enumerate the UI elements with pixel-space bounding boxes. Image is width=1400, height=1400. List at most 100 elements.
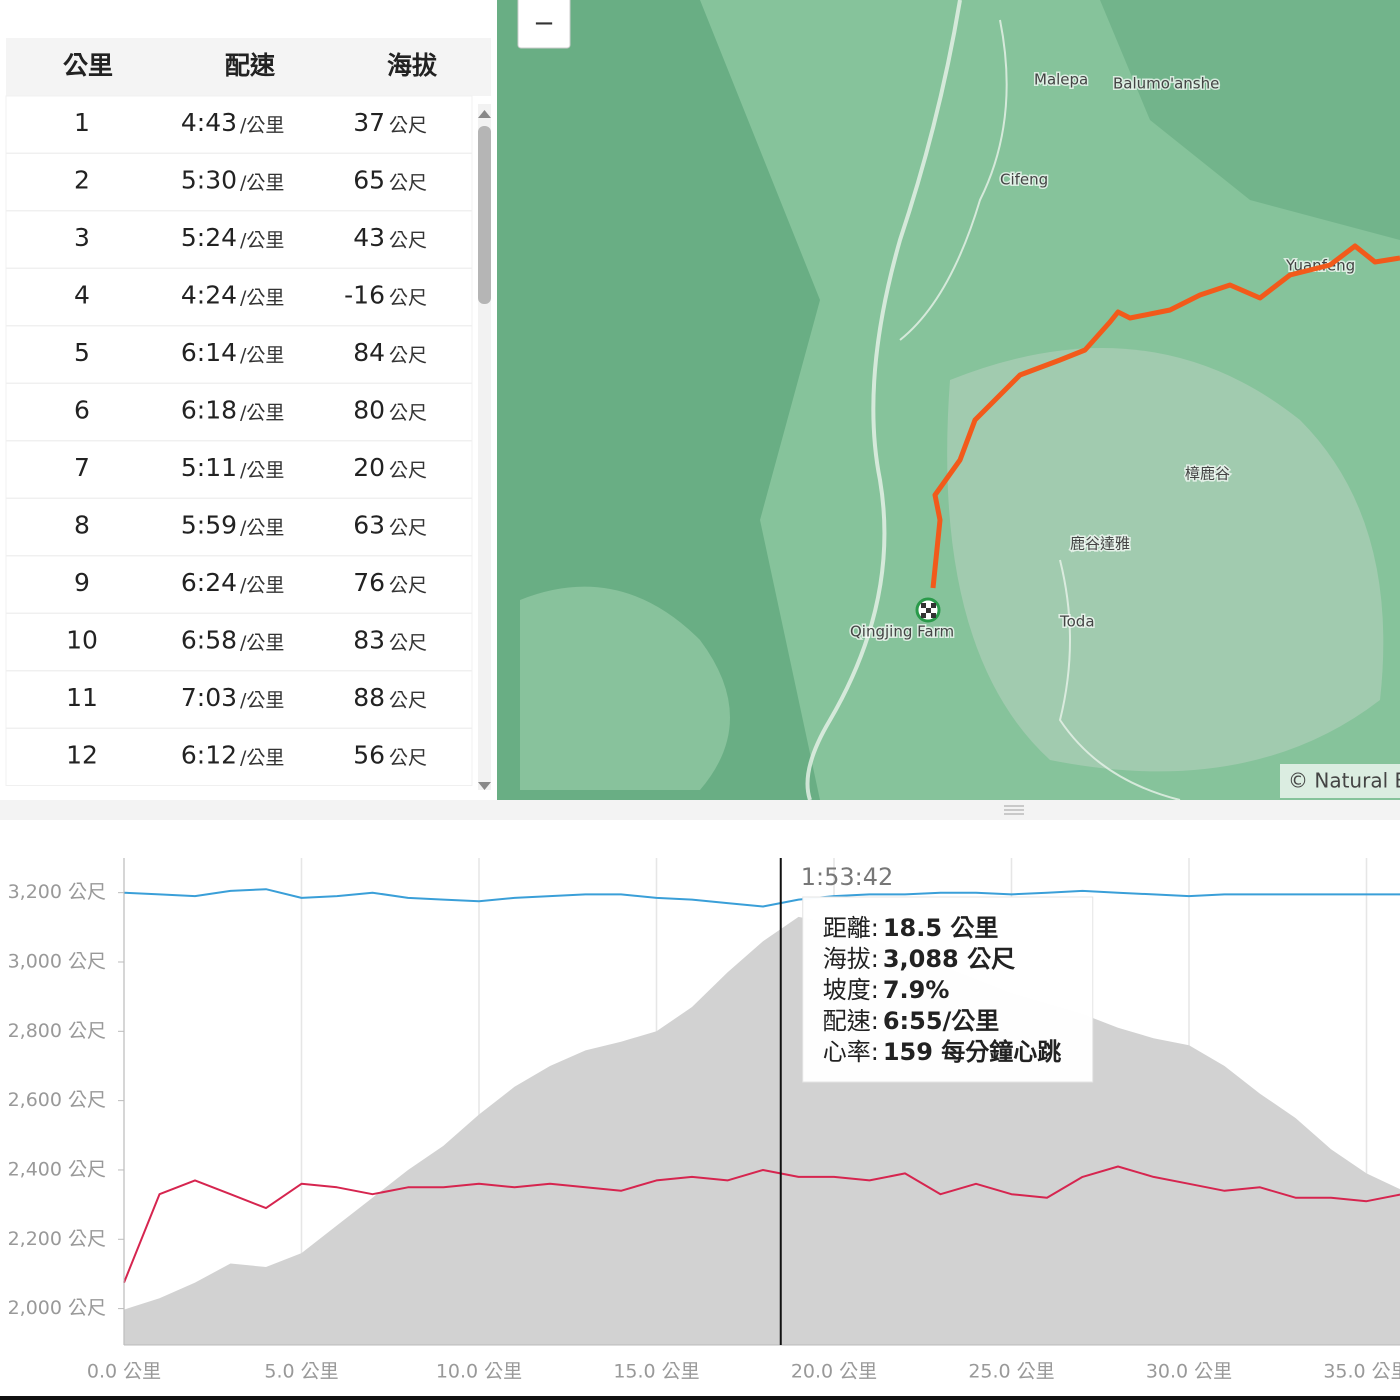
elev-unit: 公尺 xyxy=(389,345,427,367)
table-header-bg xyxy=(6,38,491,96)
pace-cell: 5:30 xyxy=(181,166,237,195)
table-row xyxy=(5,268,473,326)
elev-cell: 83 xyxy=(353,626,385,655)
pace-unit: /公里 xyxy=(240,575,284,597)
y-tick-label: 2,600 公尺 xyxy=(8,1089,106,1111)
km-cell: 11 xyxy=(66,683,98,712)
table-header: 海拔 xyxy=(387,51,438,80)
zoom-out-label[interactable]: − xyxy=(533,9,555,39)
pace-unit: /公里 xyxy=(240,115,284,137)
table-row xyxy=(5,153,473,211)
km-cell: 12 xyxy=(66,741,98,770)
pace-cell: 4:43 xyxy=(181,108,237,137)
cursor-time: 1:53:42 xyxy=(801,863,894,891)
pace-unit: /公里 xyxy=(240,690,284,712)
pace-cell: 6:14 xyxy=(181,338,237,367)
km-cell: 9 xyxy=(74,568,90,597)
tooltip-row: 海拔: 3,088 公尺 xyxy=(823,945,1015,973)
y-tick-label: 2,200 公尺 xyxy=(8,1228,106,1250)
map-label: 樟鹿谷 xyxy=(1185,465,1230,483)
attribution-bg xyxy=(1280,764,1400,798)
scroll-down[interactable] xyxy=(478,782,491,790)
elev-cell: -16 xyxy=(344,281,385,310)
scroll-up[interactable] xyxy=(478,110,491,118)
elev-cell: 76 xyxy=(353,568,385,597)
tooltip-value: 3,088 公尺 xyxy=(883,945,1015,973)
elev-cell: 37 xyxy=(353,108,385,137)
table-row xyxy=(5,670,473,729)
km-cell: 8 xyxy=(74,511,90,540)
table-row xyxy=(5,210,473,269)
table-row xyxy=(5,325,473,384)
y-tick-label: 2,400 公尺 xyxy=(8,1158,106,1180)
map-label: 鹿谷達雅 xyxy=(1070,535,1130,553)
tooltip-row: 配速: 6:55/公里 xyxy=(823,1007,1000,1035)
tooltip-row: 心率: 159 每分鐘心跳 xyxy=(823,1038,1062,1066)
elev-unit: 公尺 xyxy=(389,747,427,769)
pace-unit: /公里 xyxy=(240,345,284,367)
km-cell: 4 xyxy=(74,281,90,310)
elev-cell: 56 xyxy=(353,741,385,770)
y-tick-label: 2,800 公尺 xyxy=(8,1020,106,1042)
finish-flag xyxy=(921,603,936,618)
map[interactable]: Malepa Balumo'anshe Cifeng Yuanfeng 樟鹿谷 … xyxy=(497,0,1400,800)
elev-unit: 公尺 xyxy=(389,230,427,252)
tooltip-label: 距離: xyxy=(823,914,879,942)
tooltip-label: 心率: xyxy=(823,1038,879,1066)
pace-unit: /公里 xyxy=(240,230,284,252)
elev-unit: 公尺 xyxy=(389,402,427,424)
km-cell: 2 xyxy=(74,166,90,195)
table-row xyxy=(5,383,473,441)
tooltip-value: 18.5 公里 xyxy=(883,914,999,942)
map-valley xyxy=(520,586,730,790)
x-tick-label: 15.0 公里 xyxy=(613,1361,699,1383)
resize-handle[interactable] xyxy=(1004,805,1024,815)
km-cell: 1 xyxy=(74,108,90,137)
km-cell: 3 xyxy=(74,223,90,252)
map-label: Cifeng xyxy=(1000,171,1048,189)
x-tick-label: 10.0 公里 xyxy=(436,1361,522,1383)
km-cell: 10 xyxy=(66,626,98,655)
elev-unit: 公尺 xyxy=(389,517,427,539)
attribution[interactable]: © Natural Earth xyxy=(1288,769,1400,793)
pace-cell: 6:18 xyxy=(181,396,237,425)
elev-cell: 88 xyxy=(353,683,385,712)
pace-unit: /公里 xyxy=(240,517,284,539)
elev-cell: 65 xyxy=(353,166,385,195)
pace-unit: /公里 xyxy=(240,460,284,482)
pace-cell: 6:12 xyxy=(181,741,237,770)
route xyxy=(930,243,1400,589)
y-tick-label: 3,200 公尺 xyxy=(8,881,106,903)
elevation-area xyxy=(124,916,1400,1345)
elev-unit: 公尺 xyxy=(389,172,427,194)
pace-unit: /公里 xyxy=(240,632,284,654)
elev-cell: 80 xyxy=(353,396,385,425)
scrollbar-thumb[interactable] xyxy=(478,126,491,304)
km-cell: 5 xyxy=(74,338,90,367)
elev-unit: 公尺 xyxy=(389,287,427,309)
series-line xyxy=(123,1165,1400,1283)
x-tick-label: 25.0 公里 xyxy=(968,1361,1054,1383)
tooltip-label: 坡度: xyxy=(823,976,879,1004)
km-cell: 6 xyxy=(74,396,90,425)
map-label: Malepa xyxy=(1034,71,1088,89)
elevation-chart[interactable]: 0.0 公里 5.0 公里 10.0 公里 15.0 公里 20.0 公里 25.0 公里… xyxy=(8,858,1400,1383)
pace-cell: 5:24 xyxy=(181,223,237,252)
elev-cell: 84 xyxy=(353,338,385,367)
table-row xyxy=(5,498,473,556)
zoom-out-button[interactable] xyxy=(517,0,571,49)
map-forest xyxy=(1100,0,1400,240)
elev-unit: 公尺 xyxy=(389,115,427,137)
map-road xyxy=(1058,559,1181,800)
resize-divider[interactable] xyxy=(0,800,1400,820)
pace-unit: /公里 xyxy=(240,172,284,194)
splits-table: 公里 配速 海拔1 4:43/公里 37 公尺2 5:30/公里 65 公尺3 5:24/公里 43… xyxy=(5,51,473,786)
elev-cell: 63 xyxy=(353,511,385,540)
table-header: 公里 xyxy=(63,51,113,80)
tooltip xyxy=(802,896,1094,1083)
elev-unit: 公尺 xyxy=(389,632,427,654)
x-tick-label: 35.0 公里 xyxy=(1323,1361,1400,1383)
tooltip-label: 配速: xyxy=(823,1007,879,1035)
